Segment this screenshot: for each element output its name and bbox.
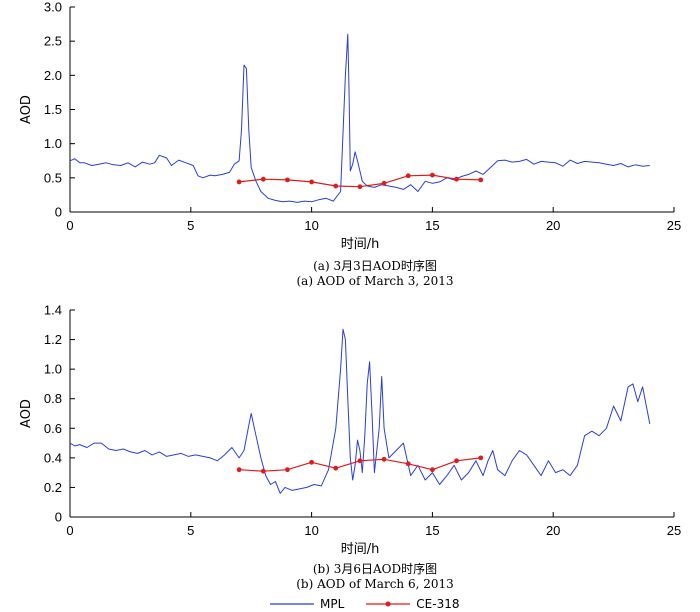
panel-b-x-axis-title: 时间/h xyxy=(341,542,380,557)
panel-b-y-tick-label: 1.0 xyxy=(44,362,62,377)
legend-mpl-label: MPL xyxy=(320,597,345,611)
panel-a-y-tick-label: 0.5 xyxy=(44,170,62,185)
panel-a-caption: (a) 3月3日AOD时序图 (a) AOD of March 3, 2013 xyxy=(175,259,575,289)
panel-b-series-mpl-line xyxy=(69,328,651,494)
panel-a-x-tick-label: 5 xyxy=(187,218,194,233)
panel-b-caption: (b) 3月6日AOD时序图 (b) AOD of March 6, 2013 xyxy=(175,562,575,592)
panel-a-series-ce318-point xyxy=(285,177,290,183)
panel-b-y-axis-title: AOD xyxy=(19,399,34,428)
panel-b-y-tick-label: 1.2 xyxy=(44,332,62,347)
legend: MPL CE-318 xyxy=(270,596,481,612)
panel-b-x-tick-label: 20 xyxy=(546,523,560,538)
panel-b-y-tick-label: 0.4 xyxy=(44,450,62,465)
panel-b-series-ce318-point xyxy=(309,459,314,465)
panel-a-series-ce318-point xyxy=(381,180,387,186)
panel-b-series-ce318-point xyxy=(260,468,266,474)
panel-b-caption-zh: (b) 3月6日AOD时序图 xyxy=(312,562,438,576)
panel-b-series-ce318-point xyxy=(236,467,242,473)
panel-a-y-tick-label: 1.0 xyxy=(44,136,62,151)
panel-b-series-ce318-point xyxy=(430,467,435,473)
panel-a-y-axis-title: AOD xyxy=(19,95,34,124)
panel-a-series-ce318-point xyxy=(309,179,314,185)
panel-a-series-ce318-point xyxy=(260,176,266,182)
panel-a-x-axis-title: 时间/h xyxy=(341,237,380,252)
panel-b-series-ce318-point xyxy=(454,458,459,464)
panel-a-series-mpl-line xyxy=(69,33,650,203)
panel-a-caption-en: (a) AOD of March 3, 2013 xyxy=(296,274,454,288)
panel-a-x-tick-label: 10 xyxy=(304,218,318,233)
panel-b-caption-en: (b) AOD of March 6, 2013 xyxy=(296,577,454,591)
panel-b-y-tick-label: 0.6 xyxy=(44,421,62,436)
panel-b-series-ce318-point xyxy=(478,455,484,461)
panel-b-chart: 0 0.2 0.4 0.6 0.8 1.0 1.2 1.4 0 5 10 15 20 25 时间/h AOD xyxy=(19,303,681,558)
panel-b-series-ce318-point xyxy=(357,458,363,464)
panel-b-x-tick-label: 15 xyxy=(425,523,439,538)
panel-b-y-tick-label: 1.4 xyxy=(44,303,62,318)
panel-a-y-tick-label: 2.5 xyxy=(44,34,62,49)
panel-a-x-tick-label: 25 xyxy=(667,218,681,233)
panel-b-x-tick-label: 5 xyxy=(187,523,194,538)
panel-a-y-tick-label: 1.5 xyxy=(44,102,62,117)
panel-a-y-tick-label: 0 xyxy=(55,205,62,220)
legend-ce318-swatch xyxy=(366,601,411,607)
panel-a-series-ce318-point xyxy=(236,179,242,185)
panel-a-chart: 0 0.5 1.0 1.5 2.0 2.5 3.0 0 5 10 15 20 25 时间/h AOD xyxy=(19,0,681,252)
legend-item-ce318: CE-318 xyxy=(366,597,459,611)
panel-b-x-tick-label: 10 xyxy=(304,523,318,538)
panel-b-y-tick-label: 0.2 xyxy=(44,480,62,495)
panel-a-x-tick-label: 20 xyxy=(546,218,560,233)
panel-b-x-tick-label: 25 xyxy=(667,523,681,538)
panel-a-caption-zh: (a) 3月3日AOD时序图 xyxy=(313,259,437,273)
panel-b-series-ce318-point xyxy=(405,461,411,467)
panel-a-series-ce318-point xyxy=(405,173,411,179)
panel-b-x-tick-label: 0 xyxy=(66,523,73,538)
panel-b-series-ce318-point xyxy=(285,467,290,473)
panel-b-y-tick-label: 0.8 xyxy=(44,391,62,406)
panel-a-x-tick-label: 15 xyxy=(425,218,439,233)
panel-a-y-tick-label: 2.0 xyxy=(44,68,62,83)
panel-b-series-ce318-point xyxy=(333,465,339,471)
panel-a-y-tick-label: 3.0 xyxy=(44,0,62,15)
panel-a-series-ce318-point xyxy=(430,172,435,178)
panel-a-series-ce318-point xyxy=(333,183,339,189)
legend-item-mpl: MPL xyxy=(270,597,344,611)
legend-mpl-swatch xyxy=(270,603,314,605)
panel-b-y-tick-label: 0 xyxy=(55,510,62,525)
panel-b-series-ce318-point xyxy=(381,456,387,462)
panel-a-series-ce318-point xyxy=(357,184,363,190)
panel-a-series-ce318-point xyxy=(478,177,484,183)
panel-a-series-ce318-point xyxy=(454,176,459,182)
panel-a-x-tick-label: 0 xyxy=(66,218,73,233)
legend-ce318-label: CE-318 xyxy=(416,597,460,611)
